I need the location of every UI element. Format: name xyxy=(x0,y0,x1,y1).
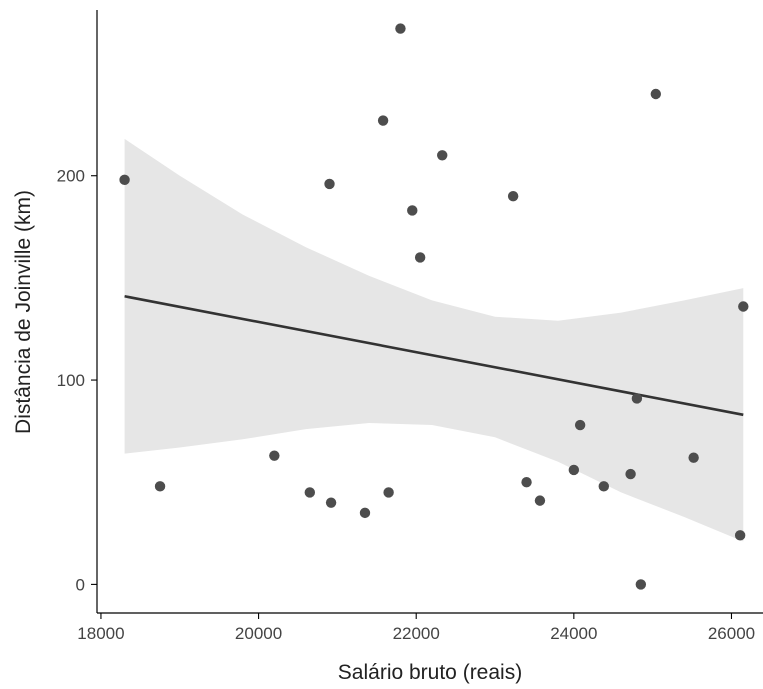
x-tick-label: 22000 xyxy=(393,624,440,643)
data-point xyxy=(631,393,643,404)
data-point xyxy=(437,150,448,161)
data-point xyxy=(395,23,406,34)
data-point xyxy=(635,579,647,590)
data-point xyxy=(625,468,636,480)
data-point xyxy=(154,481,166,492)
data-point xyxy=(507,190,519,202)
x-tick-label: 26000 xyxy=(708,624,755,643)
x-tick-label: 24000 xyxy=(550,624,597,643)
data-point xyxy=(734,530,746,541)
axes-layer xyxy=(96,10,763,614)
x-tick-label: 18000 xyxy=(77,624,124,643)
confidence-band xyxy=(124,138,744,542)
y-axis-title: Distância de Joinville (km) xyxy=(12,190,35,434)
data-point xyxy=(325,497,337,508)
y-tick-label: 0 xyxy=(76,575,85,594)
data-point xyxy=(650,88,662,100)
data-point xyxy=(359,507,371,519)
x-axis-title: Salário bruto (reais) xyxy=(338,661,522,684)
y-tick-label: 100 xyxy=(57,371,85,390)
data-point xyxy=(119,174,130,186)
data-point xyxy=(324,178,335,190)
data-point xyxy=(377,115,389,126)
data-point xyxy=(568,464,580,476)
data-point xyxy=(269,450,280,461)
ticks-layer: 18000 20000 22000 24000 26000 0 100 200 xyxy=(57,167,755,643)
data-point xyxy=(414,252,426,263)
data-points-layer xyxy=(119,23,749,590)
data-point xyxy=(407,205,418,216)
data-point xyxy=(598,481,609,492)
data-point xyxy=(304,487,316,498)
data-point xyxy=(688,452,699,463)
data-point xyxy=(534,495,546,506)
y-tick-label: 200 xyxy=(57,167,85,186)
data-point xyxy=(574,419,586,431)
data-point xyxy=(521,477,532,488)
confidence-band-layer xyxy=(124,138,744,542)
x-tick-label: 20000 xyxy=(235,624,282,643)
data-point xyxy=(383,487,394,498)
data-point xyxy=(738,301,749,312)
